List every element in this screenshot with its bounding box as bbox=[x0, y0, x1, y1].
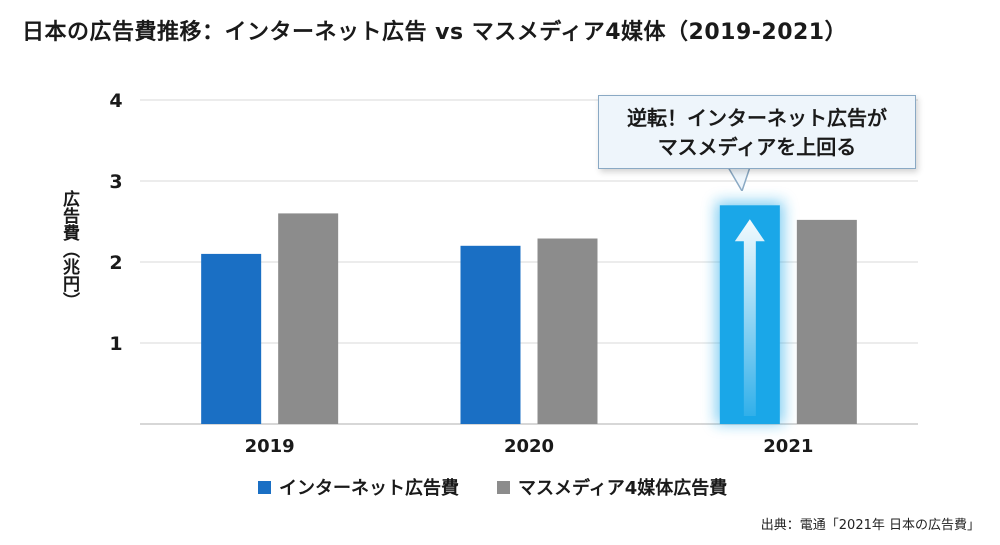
legend-label-mass: マスメディア4媒体広告費 bbox=[518, 478, 728, 499]
legend-item-internet: インターネット広告費 bbox=[258, 474, 459, 500]
callout-line-2: マスメディアを上回る bbox=[657, 135, 857, 159]
bar-mass-2021 bbox=[796, 219, 857, 424]
legend-label-internet: インターネット広告費 bbox=[279, 478, 459, 499]
x-tick-label-2019: 2019 bbox=[245, 436, 295, 457]
callout-box: 逆転！インターネット広告が マスメディアを上回る bbox=[598, 95, 916, 169]
legend-swatch-mass bbox=[497, 480, 510, 494]
y-tick-label-1: 1 bbox=[109, 333, 122, 355]
legend-swatch-internet bbox=[258, 480, 271, 494]
legend: インターネット広告費 マスメディア4媒体広告費 bbox=[258, 474, 765, 500]
legend-item-mass: マスメディア4媒体広告費 bbox=[497, 474, 727, 500]
y-axis-label-text: 広告費（兆円） bbox=[59, 190, 79, 309]
bar-mass-2020 bbox=[537, 238, 598, 424]
y-axis-label: 広告費（兆円） bbox=[56, 190, 82, 314]
callout-line-1: 逆転！インターネット広告が bbox=[627, 106, 887, 130]
bar-internet-2019 bbox=[201, 253, 262, 424]
callout-tail bbox=[728, 167, 750, 191]
y-tick-label-2: 2 bbox=[109, 252, 122, 274]
up-arrow-icon bbox=[734, 219, 765, 416]
chart-title: 日本の広告費推移：インターネット広告 vs マスメディア4媒体（2019-202… bbox=[22, 20, 848, 45]
bar-mass-2019 bbox=[278, 213, 339, 424]
bar-internet-2020 bbox=[460, 245, 521, 424]
y-tick-label-3: 3 bbox=[109, 171, 122, 193]
source-note: 出典：電通「2021年 日本の広告費」 bbox=[760, 518, 980, 533]
x-tick-label-2021: 2021 bbox=[763, 436, 813, 457]
x-tick-label-2020: 2020 bbox=[504, 436, 554, 457]
y-tick-label-4: 4 bbox=[109, 90, 122, 112]
